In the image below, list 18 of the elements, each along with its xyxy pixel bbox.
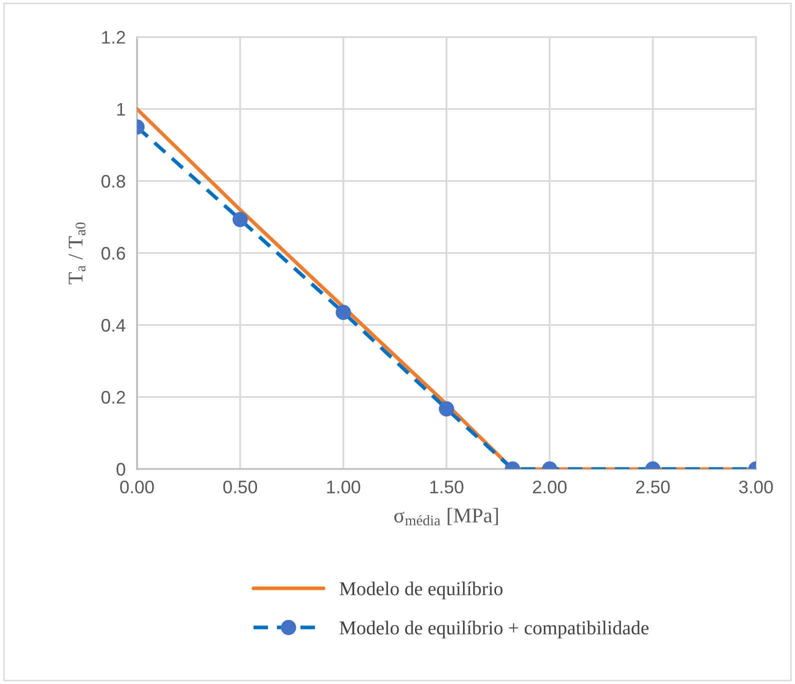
y-tick-label: 0.6 bbox=[101, 246, 126, 260]
y-tick-label: 1.2 bbox=[102, 30, 125, 44]
x-tick-label: 2.00 bbox=[533, 480, 567, 494]
x-tick-label: 3.00 bbox=[739, 480, 773, 494]
y-axis-title: T$_{a}$ / T$_{a0}$ bbox=[68, 222, 86, 284]
y-tick-label: 0.8 bbox=[101, 174, 126, 188]
x-tick-label: 2.50 bbox=[636, 480, 670, 494]
y-tick-label: 0 bbox=[116, 462, 126, 476]
x-tick-label: 0.50 bbox=[223, 480, 258, 494]
legend-label: Modelo de equilíbrio + compatibilidade bbox=[340, 620, 649, 638]
x-axis-title: σ$_{média}$ [MPa] bbox=[394, 508, 498, 526]
y-tick-label: 1 bbox=[117, 103, 126, 116]
legend-label: Modelo de equilíbrio bbox=[340, 582, 503, 600]
y-tick-label: 0.2 bbox=[101, 390, 125, 404]
x-tick-label: 0.00 bbox=[120, 480, 154, 494]
x-tick-label: 1.00 bbox=[327, 480, 360, 494]
x-tick-label: 1.50 bbox=[430, 480, 464, 494]
y-tick-label: 0.4 bbox=[101, 318, 126, 332]
